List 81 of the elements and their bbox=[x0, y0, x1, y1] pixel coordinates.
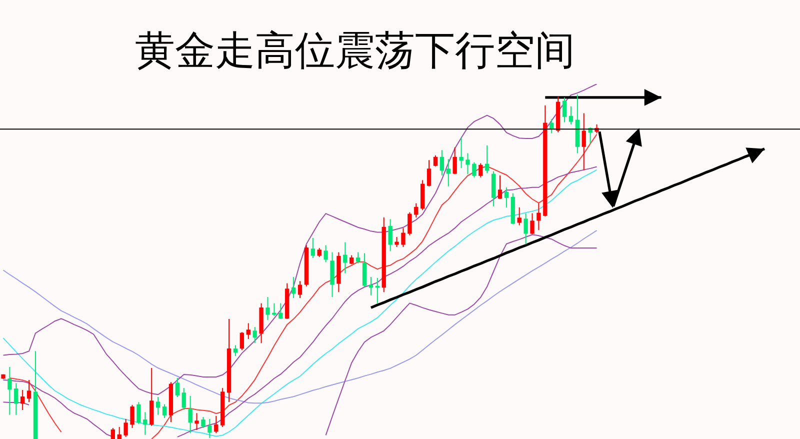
candlestick bbox=[568, 106, 574, 125]
candlestick bbox=[530, 212, 534, 235]
candlestick bbox=[510, 192, 515, 225]
candlestick bbox=[226, 318, 232, 403]
candlestick bbox=[175, 378, 180, 398]
candlestick bbox=[478, 162, 483, 178]
candlestick bbox=[266, 296, 270, 321]
candlestick bbox=[278, 302, 283, 320]
chart-title: 黄金走高位震荡下行空间 bbox=[135, 28, 575, 73]
candlestick bbox=[394, 236, 399, 248]
candlestick bbox=[317, 248, 322, 258]
candlestick bbox=[362, 252, 367, 288]
candlestick bbox=[491, 170, 496, 207]
candlestick bbox=[117, 426, 122, 439]
candlestick bbox=[291, 276, 296, 299]
candlestick bbox=[388, 218, 392, 252]
candlestick bbox=[550, 118, 554, 134]
candlestick bbox=[336, 252, 341, 293]
candlestick bbox=[504, 186, 509, 208]
candlestick bbox=[420, 180, 425, 211]
candlestick bbox=[466, 152, 470, 175]
candlestick bbox=[252, 326, 257, 344]
candlestick bbox=[214, 415, 218, 434]
candlestick bbox=[240, 332, 244, 351]
candlestick bbox=[33, 350, 38, 439]
candlestick bbox=[350, 254, 354, 265]
candlestick bbox=[136, 402, 141, 425]
candlestick bbox=[182, 387, 186, 411]
candlestick bbox=[356, 252, 360, 264]
candlestick bbox=[562, 96, 567, 123]
candlestick bbox=[272, 302, 276, 316]
candlestick bbox=[414, 202, 418, 218]
candlestick bbox=[382, 216, 386, 293]
candlestick bbox=[368, 276, 374, 296]
candlestick bbox=[324, 244, 328, 263]
candlestick bbox=[408, 212, 412, 236]
candlestick bbox=[259, 302, 264, 344]
candlestick bbox=[517, 206, 522, 226]
candlestick bbox=[246, 322, 250, 340]
candlestick bbox=[459, 136, 464, 169]
candlestick bbox=[20, 390, 25, 411]
candlestick bbox=[208, 418, 212, 438]
candlestick bbox=[285, 282, 290, 320]
candlestick bbox=[124, 418, 128, 438]
candlestick bbox=[156, 396, 160, 416]
candlestick bbox=[304, 244, 309, 287]
candlestick bbox=[233, 344, 238, 356]
candlestick bbox=[556, 96, 560, 133]
candlestick bbox=[130, 404, 134, 428]
candlestick bbox=[1, 374, 6, 380]
candlestick bbox=[194, 412, 199, 431]
candlestick bbox=[536, 202, 541, 231]
candlestick bbox=[8, 366, 12, 416]
candlestick bbox=[543, 104, 548, 217]
candlestick bbox=[433, 154, 438, 167]
candlestick bbox=[452, 146, 457, 175]
candlestick bbox=[440, 150, 444, 176]
candlestick bbox=[298, 280, 302, 299]
candlestick bbox=[188, 395, 192, 434]
candlestick bbox=[162, 404, 167, 418]
candlestick bbox=[26, 380, 32, 403]
candlestick bbox=[343, 242, 348, 274]
candlestick bbox=[375, 278, 380, 304]
candlestick bbox=[110, 427, 115, 439]
candlestick bbox=[220, 387, 225, 428]
candlestick bbox=[143, 412, 148, 436]
candlestick bbox=[485, 144, 490, 174]
candlestick bbox=[168, 382, 174, 423]
candlestick bbox=[426, 160, 432, 187]
candlestick bbox=[330, 252, 334, 298]
candlestick bbox=[524, 212, 528, 245]
candlestick bbox=[150, 368, 154, 426]
candlestick bbox=[498, 174, 502, 200]
candlestick bbox=[14, 382, 18, 416]
candlestick bbox=[201, 416, 206, 428]
candlestick bbox=[472, 162, 476, 178]
candlestick bbox=[401, 228, 406, 248]
candlestick bbox=[575, 94, 580, 154]
candlestick bbox=[310, 238, 315, 259]
candlestick bbox=[582, 112, 586, 171]
candlestick bbox=[446, 158, 450, 187]
